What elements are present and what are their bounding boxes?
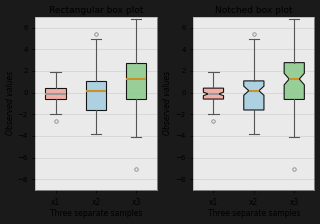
PathPatch shape	[244, 81, 264, 110]
Y-axis label: Observed values: Observed values	[164, 71, 172, 136]
X-axis label: Three separate samples: Three separate samples	[50, 209, 142, 218]
X-axis label: Three separate samples: Three separate samples	[208, 209, 300, 218]
PathPatch shape	[126, 63, 147, 99]
Title: Rectangular box plot: Rectangular box plot	[49, 6, 143, 15]
PathPatch shape	[284, 63, 304, 99]
Title: Notched box plot: Notched box plot	[215, 6, 293, 15]
Y-axis label: Observed values: Observed values	[5, 71, 14, 136]
PathPatch shape	[86, 81, 106, 110]
PathPatch shape	[45, 88, 66, 99]
PathPatch shape	[204, 88, 224, 99]
